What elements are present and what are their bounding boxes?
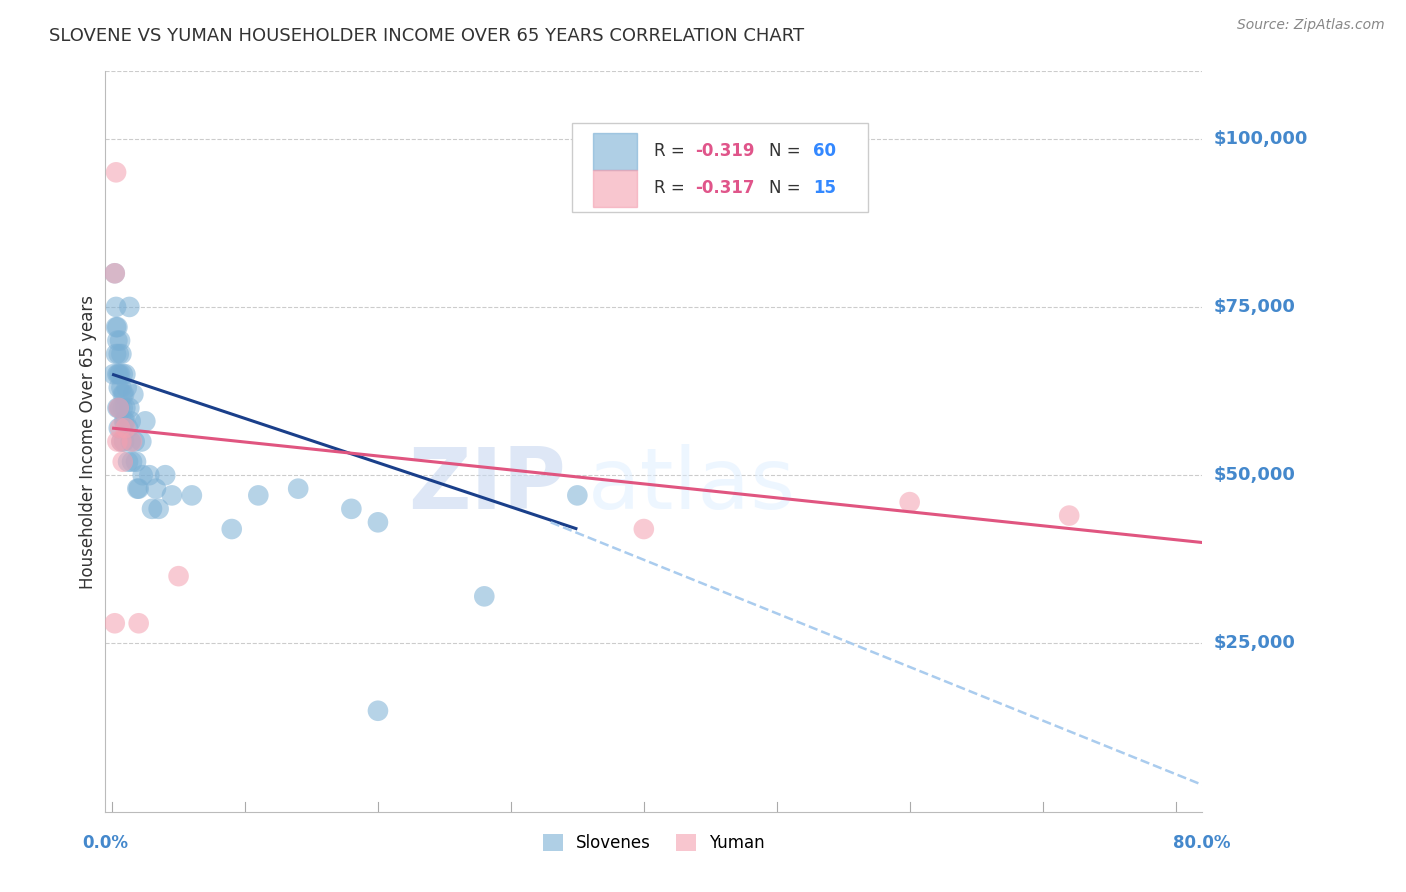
Point [104,266,127,280]
Point [105,300,128,314]
Text: 60: 60 [813,143,835,161]
Point [110,434,132,449]
Point [340,501,363,516]
Text: R =: R = [654,143,690,161]
Point [107,381,129,395]
Point [115,381,138,395]
Point [118,300,141,314]
Text: atlas: atlas [588,444,796,527]
Point [114,401,136,415]
Point [105,320,128,334]
Point [103,368,125,382]
Point [111,387,134,401]
Point [107,368,129,382]
Point [127,482,149,496]
Point [121,455,143,469]
Point [108,334,131,348]
Text: $25,000: $25,000 [1213,634,1295,652]
FancyBboxPatch shape [593,169,637,207]
Text: ZIP: ZIP [408,444,567,527]
Text: N =: N = [769,179,806,197]
Point [180,488,202,502]
Point [120,434,142,449]
Point [134,414,156,428]
Y-axis label: Householder Income Over 65 years: Householder Income Over 65 years [79,294,97,589]
Text: N =: N = [769,143,806,161]
Text: 0.0%: 0.0% [83,834,128,852]
Text: R =: R = [654,179,690,197]
Point [110,381,132,395]
Point [247,488,270,502]
Point [167,569,190,583]
Point [111,368,134,382]
Point [111,401,134,415]
Text: 80.0%: 80.0% [1174,834,1230,852]
Point [112,434,135,449]
Point [124,434,146,449]
Point [108,421,131,435]
Text: -0.319: -0.319 [696,143,755,161]
Point [472,590,495,604]
Text: -0.317: -0.317 [696,179,755,197]
Point [567,488,589,502]
Point [131,434,153,449]
Point [112,414,135,428]
Point [107,347,129,361]
Text: Source: ZipAtlas.com: Source: ZipAtlas.com [1237,18,1385,32]
Point [367,704,389,718]
Point [107,434,129,449]
Point [104,616,127,631]
Point [160,488,183,502]
Point [287,482,309,496]
FancyBboxPatch shape [593,133,637,169]
Text: 15: 15 [813,179,835,197]
Point [221,522,243,536]
Point [110,434,132,449]
Point [145,482,167,496]
Point [107,421,129,435]
Point [148,501,170,516]
Point [107,401,129,415]
Point [111,455,134,469]
Point [104,266,127,280]
Legend: Slovenes, Yuman: Slovenes, Yuman [536,828,772,859]
Point [118,401,141,415]
Point [138,468,160,483]
Point [1057,508,1080,523]
Text: $50,000: $50,000 [1213,467,1295,484]
Point [128,616,150,631]
Point [107,401,129,415]
Point [131,468,153,483]
Point [107,368,129,382]
Point [121,434,143,449]
Text: SLOVENE VS YUMAN HOUSEHOLDER INCOME OVER 65 YEARS CORRELATION CHART: SLOVENE VS YUMAN HOUSEHOLDER INCOME OVER… [49,27,804,45]
Point [117,421,139,435]
Point [108,401,131,415]
Point [110,347,132,361]
Point [114,421,136,435]
Point [125,455,148,469]
Point [114,368,136,382]
Point [898,495,921,509]
Point [105,165,128,179]
Point [120,414,142,428]
Point [114,414,136,428]
FancyBboxPatch shape [571,123,868,212]
Point [141,501,163,516]
Point [107,334,129,348]
Point [107,401,129,415]
Point [117,455,139,469]
Text: $75,000: $75,000 [1213,298,1295,316]
Point [108,368,131,382]
Text: $100,000: $100,000 [1213,129,1308,148]
Point [107,320,129,334]
Point [112,387,135,401]
Point [633,522,655,536]
Point [128,482,150,496]
Point [155,468,177,483]
Point [105,347,128,361]
Point [122,387,145,401]
Point [367,516,389,530]
